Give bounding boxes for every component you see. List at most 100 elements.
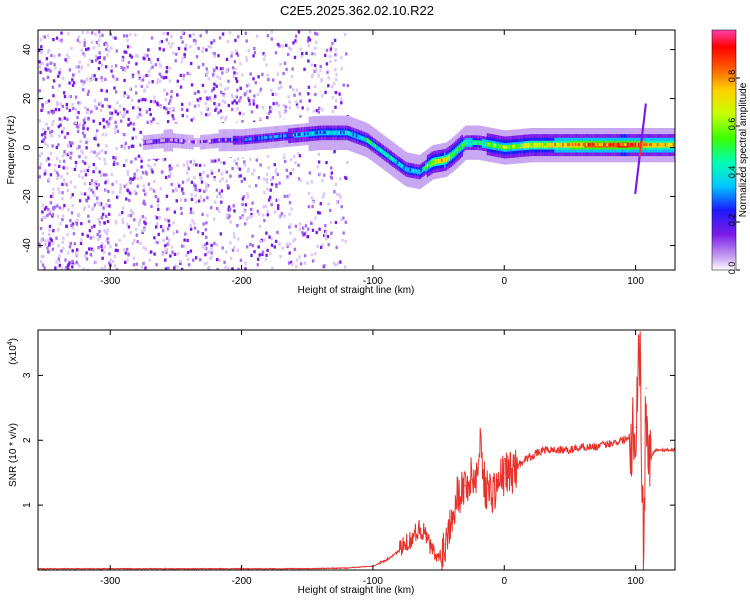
noise-cell [289, 47, 293, 51]
noise-cell [224, 87, 227, 91]
signal-core-cell [608, 143, 611, 147]
x-tick-label: -200 [232, 576, 252, 587]
noise-cell [59, 102, 62, 106]
signal-core-cell [429, 161, 433, 165]
noise-cell [307, 59, 310, 63]
noise-cell [78, 199, 82, 203]
noise-cell [197, 90, 200, 94]
noise-cell [108, 204, 111, 208]
noise-cell [108, 117, 112, 121]
noise-cell [330, 166, 333, 170]
noise-cell [61, 218, 64, 222]
x-tick-label: 100 [627, 276, 644, 287]
noise-cell [190, 180, 194, 184]
signal-core-cell [187, 139, 190, 143]
noise-cell [345, 52, 348, 56]
noise-cell [55, 145, 58, 149]
noise-cell [308, 171, 312, 175]
signal-core-cell [212, 139, 215, 143]
chirp-cell [644, 104, 647, 108]
noise-cell [84, 106, 87, 110]
signal-core-cell [270, 135, 273, 139]
noise-cell [153, 95, 156, 99]
noise-cell [239, 258, 243, 262]
noise-cell [284, 159, 287, 164]
noise-cell [298, 154, 302, 158]
noise-cell [173, 264, 176, 268]
noise-cell [307, 36, 310, 40]
noise-cell [77, 101, 80, 105]
signal-core-cell [518, 144, 521, 148]
noise-cell [158, 79, 162, 83]
noise-cell [304, 230, 308, 235]
noise-cell [219, 109, 222, 113]
signal-core-cell [623, 143, 626, 147]
signal-core-cell [283, 134, 286, 138]
noise-cell [85, 77, 89, 81]
noise-cell [44, 135, 47, 140]
noise-cell [168, 223, 171, 227]
noise-cell [107, 122, 110, 126]
signal-core-cell [660, 143, 663, 147]
noise-cell [241, 214, 244, 218]
snr-point [438, 559, 440, 561]
noise-cell [118, 238, 121, 242]
noise-cell [56, 171, 59, 175]
noise-cell [100, 88, 103, 92]
chirp-cell [643, 115, 646, 118]
signal-core-cell [344, 130, 347, 134]
noise-cell [81, 31, 84, 35]
noise-cell [334, 91, 337, 95]
noise-cell [179, 198, 183, 202]
x-tick-label: 0 [501, 276, 507, 287]
noise-cell [98, 121, 102, 126]
noise-cell [217, 111, 220, 115]
signal-core-cell [433, 160, 436, 164]
noise-cell [175, 199, 178, 203]
noise-cell [140, 176, 143, 180]
noise-cell [48, 233, 51, 237]
noise-cell [201, 212, 204, 216]
noise-cell [283, 155, 286, 160]
chirp-cell [634, 191, 637, 195]
signal-core-cell [240, 138, 243, 142]
noise-cell [294, 34, 298, 38]
noise-cell [235, 101, 238, 105]
noise-cell [184, 198, 187, 202]
signal-core-cell [234, 138, 237, 142]
x-tick-label: -300 [100, 576, 120, 587]
signal-core-cell [284, 134, 288, 138]
signal-core-cell [557, 143, 560, 147]
noise-cell [82, 52, 85, 56]
noise-cell [122, 206, 125, 210]
noise-cell [315, 40, 318, 44]
noise-cell [235, 79, 239, 83]
signal-core-cell [598, 143, 601, 147]
noise-cell [51, 247, 55, 251]
noise-cell [121, 55, 125, 59]
chirp-cell [638, 160, 640, 164]
noise-cell [199, 177, 202, 181]
chirp-cell [642, 124, 645, 127]
noise-cell [107, 104, 110, 108]
signal-core-cell [146, 140, 149, 144]
signal-core-cell [313, 131, 316, 135]
noise-cell [40, 108, 43, 113]
noise-cell [314, 31, 317, 35]
noise-cell [266, 73, 269, 77]
noise-cell [253, 47, 256, 51]
signal-core-cell [149, 140, 152, 144]
noise-cell [271, 266, 274, 270]
snr-x-axis: -300 -200 -100 0 100 [100, 330, 644, 587]
noise-cell [83, 169, 86, 173]
noise-cell [187, 177, 190, 181]
chirp-cell [634, 187, 637, 190]
noise-cell [278, 44, 281, 48]
noise-cell [305, 51, 308, 55]
noise-cell [336, 261, 340, 265]
noise-cell [103, 56, 106, 60]
noise-cell [122, 94, 125, 98]
noise-cell [342, 83, 345, 87]
noise-cell [68, 68, 72, 72]
signal-core-cell [423, 166, 426, 170]
